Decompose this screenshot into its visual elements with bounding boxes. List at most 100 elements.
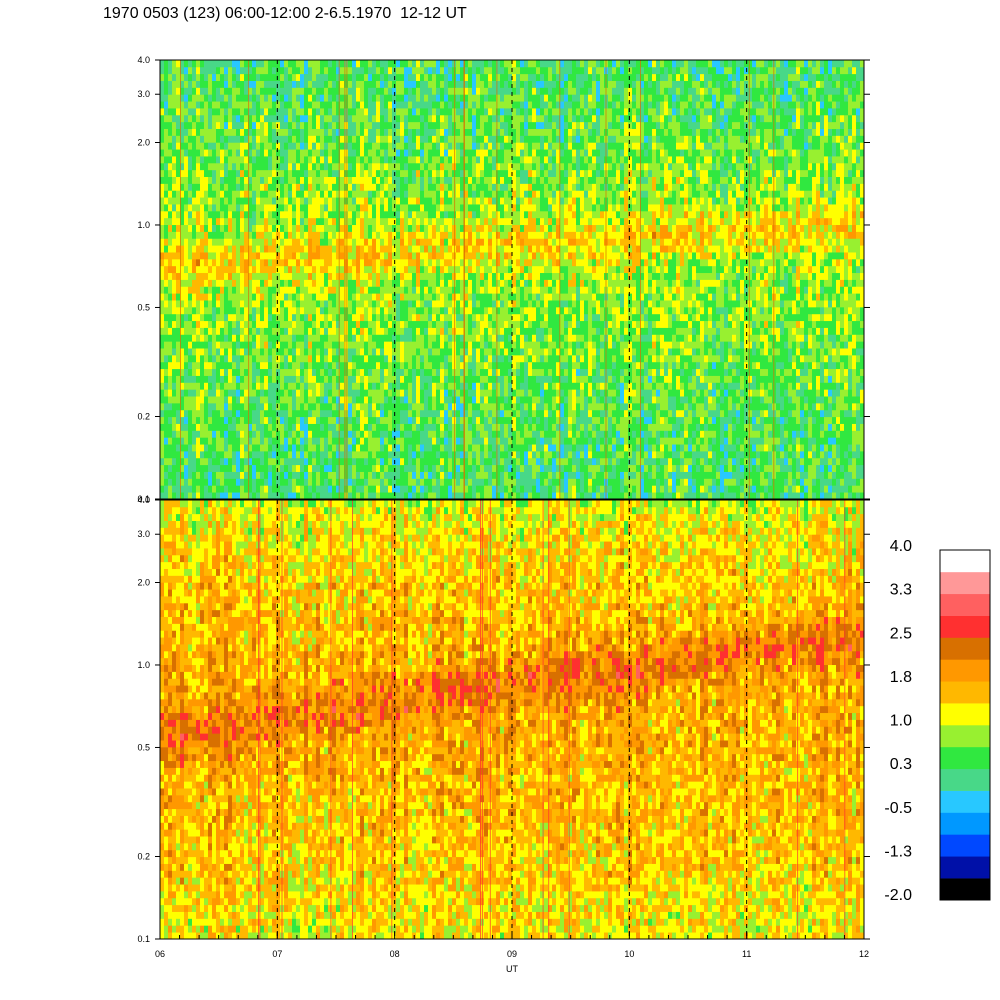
heatmap-cell [384, 423, 389, 431]
heatmap-cell [356, 176, 361, 184]
heatmap-cell [408, 87, 413, 95]
heatmap-cell [176, 238, 181, 246]
heatmap-cell [464, 444, 469, 452]
heatmap-cell [268, 457, 273, 466]
heatmap-cell [468, 437, 473, 445]
heatmap-cell [448, 306, 453, 315]
heatmap-cell [416, 245, 421, 253]
heatmap-cell [204, 409, 209, 418]
heatmap-cell [196, 87, 201, 95]
heatmap-cell [284, 94, 289, 102]
heatmap-cell [336, 128, 341, 136]
heatmap-cell [304, 121, 309, 129]
heatmap-cell [404, 60, 409, 68]
heatmap-cell [396, 402, 401, 411]
heatmap-cell [412, 183, 417, 191]
heatmap-cell [220, 94, 225, 102]
heatmap-cell [268, 361, 273, 370]
heatmap-cell [344, 293, 349, 301]
heatmap-cell [352, 478, 357, 486]
heatmap-cell [304, 135, 309, 143]
heatmap-cell [204, 306, 209, 315]
heatmap-cell [292, 66, 297, 75]
heatmap-cell [312, 389, 317, 397]
heatmap-cell [456, 258, 461, 267]
heatmap-cell [204, 389, 209, 397]
heatmap-cell [248, 457, 253, 466]
heatmap-cell [336, 492, 341, 500]
heatmap-cell [244, 114, 249, 123]
heatmap-cell [464, 258, 469, 267]
heatmap-cell [188, 101, 193, 109]
heatmap-cell [244, 197, 249, 205]
heatmap-cell [268, 197, 273, 205]
heatmap-cell [192, 252, 197, 260]
heatmap-cell [172, 485, 177, 493]
heatmap-cell [368, 142, 373, 150]
heatmap-cell [184, 313, 189, 322]
heatmap-cell [216, 94, 221, 102]
heatmap-cell [180, 382, 185, 390]
heatmap-cell [308, 66, 313, 75]
heatmap-cell [240, 149, 245, 157]
heatmap-cell [184, 231, 189, 239]
heatmap-cell [264, 306, 269, 315]
heatmap-cell [244, 492, 249, 500]
heatmap-cell [368, 210, 373, 219]
heatmap-cell [460, 354, 465, 363]
heatmap-cell [460, 389, 465, 397]
heatmap-cell [344, 306, 349, 315]
heatmap-cell [272, 409, 277, 418]
heatmap-cell [348, 286, 353, 294]
heatmap-cell [324, 210, 329, 219]
heatmap-cell [244, 485, 249, 493]
heatmap-cell [256, 279, 261, 287]
heatmap-cell [384, 87, 389, 95]
heatmap-cell [300, 320, 305, 328]
heatmap-cell [368, 73, 373, 81]
heatmap-cell [300, 204, 305, 212]
heatmap-cell [340, 210, 345, 219]
heatmap-cell [216, 471, 221, 479]
heatmap-cell [324, 368, 329, 376]
heatmap-cell [164, 334, 169, 342]
heatmap-cell [324, 101, 329, 109]
heatmap-cell [464, 162, 469, 171]
heatmap-cell [304, 341, 309, 349]
heatmap-cell [408, 156, 413, 164]
heatmap-cell [224, 334, 229, 342]
heatmap-cell [176, 478, 181, 486]
heatmap-cell [240, 471, 245, 479]
heatmap-cell [332, 121, 337, 129]
heatmap-cell [296, 430, 301, 438]
heatmap-cell [348, 402, 353, 411]
heatmap-cell [428, 156, 433, 164]
heatmap-cell [256, 217, 261, 226]
heatmap-cell [432, 396, 437, 404]
heatmap-cell [348, 73, 353, 81]
heatmap-cell [168, 341, 173, 349]
heatmap-cell [260, 437, 265, 445]
heatmap-cell [448, 156, 453, 164]
heatmap-cell [360, 375, 365, 383]
heatmap-cell [384, 471, 389, 479]
heatmap-cell [404, 409, 409, 418]
heatmap-cell [280, 149, 285, 157]
heatmap-cell [396, 457, 401, 466]
heatmap-cell [160, 348, 165, 356]
heatmap-cell [192, 402, 197, 411]
heatmap-cell [244, 94, 249, 102]
heatmap-cell [420, 279, 425, 287]
heatmap-cell [272, 485, 277, 493]
heatmap-cell [232, 423, 237, 431]
heatmap-cell [356, 66, 361, 75]
heatmap-cell [200, 108, 205, 116]
heatmap-cell [364, 60, 369, 68]
heatmap-cell [332, 197, 337, 205]
heatmap-cell [352, 176, 357, 184]
heatmap-cell [396, 197, 401, 205]
heatmap-cell [188, 334, 193, 342]
heatmap-cell [204, 416, 209, 424]
heatmap-cell [364, 375, 369, 383]
heatmap-cell [320, 416, 325, 424]
